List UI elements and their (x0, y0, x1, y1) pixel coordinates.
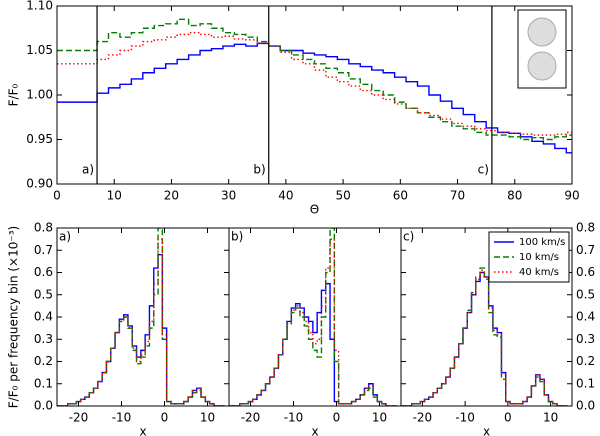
y-tick-label: 0.95 (26, 132, 53, 146)
y-tick-label: 0.4 (34, 310, 53, 324)
marker-label: c) (478, 163, 489, 177)
x-tick-label: 10 (200, 411, 215, 425)
series-line (401, 269, 568, 406)
y-tick-label: 0.8 (34, 221, 53, 235)
legend-label: 40 km/s (519, 267, 559, 278)
x-axis-label: x (483, 425, 490, 436)
x-tick-label: 60 (393, 189, 408, 203)
x-tick-label: 10 (372, 411, 387, 425)
x-axis-label: x (311, 425, 318, 436)
legend-box (488, 231, 570, 283)
y-tick-label: 0.2 (576, 354, 595, 368)
panel-label: a) (59, 230, 71, 244)
panel-label: b) (231, 230, 243, 244)
y-tick-label: 0.6 (576, 265, 595, 279)
x-tick-label: 90 (564, 189, 579, 203)
y-tick-label: 0.6 (34, 265, 53, 279)
y-tick-label: 0.3 (34, 332, 53, 346)
x-tick-label: -20 (69, 411, 89, 425)
x-tick-label: -20 (241, 411, 261, 425)
y-tick-label: 0.7 (576, 243, 595, 257)
y-tick-label: 0.2 (34, 354, 53, 368)
y-tick-label: 0.90 (26, 177, 53, 191)
y-tick-label: 1.05 (26, 43, 53, 57)
x-tick-label: 0 (53, 189, 61, 203)
plot-frame (56, 5, 573, 185)
y-tick-label: 0.1 (34, 376, 53, 390)
series-line (401, 267, 568, 406)
series-line (57, 254, 225, 406)
x-tick-label: 0 (161, 411, 169, 425)
plot-frame (400, 227, 573, 407)
inset-icon (517, 9, 567, 89)
y-tick-label: 0.0 (576, 399, 595, 413)
plot-frame (228, 227, 402, 407)
x-tick-label: 50 (335, 189, 350, 203)
x-tick-label: 20 (164, 189, 179, 203)
series-line (57, 42, 572, 154)
marker-label: a) (82, 163, 94, 177)
x-tick-label: -10 (455, 411, 475, 425)
series-line (401, 271, 568, 406)
y-tick-label: 1.00 (26, 88, 53, 102)
series-line (57, 18, 572, 141)
x-tick-label: 80 (507, 189, 522, 203)
x-tick-label: 30 (221, 189, 236, 203)
marker-label: b) (253, 163, 265, 177)
x-tick-label: -10 (112, 411, 132, 425)
inset-shape (527, 51, 557, 81)
x-axis-label: Θ (310, 203, 319, 217)
y-tick-label: 0.1 (576, 376, 595, 390)
legend-label: 10 km/s (519, 252, 559, 263)
x-axis-label: x (139, 425, 146, 436)
x-tick-label: 10 (543, 411, 558, 425)
x-tick-label: -10 (284, 411, 304, 425)
series-line (57, 228, 225, 406)
x-tick-label: -20 (413, 411, 433, 425)
series-line (57, 238, 225, 406)
x-tick-label: 70 (450, 189, 465, 203)
y-tick-label: 1.10 (26, 0, 53, 13)
y-tick-label: 0.4 (576, 310, 595, 324)
y-tick-label: 0.8 (576, 221, 595, 235)
y-tick-label: 0.7 (34, 243, 53, 257)
y-axis-label: F/F₀ per frequency bin (×10⁻³) (7, 226, 21, 408)
y-tick-label: 0.0 (34, 399, 53, 413)
y-tick-label: 0.5 (576, 287, 595, 301)
y-axis-label: F/F₀ (7, 83, 21, 106)
x-tick-label: 10 (107, 189, 122, 203)
series-line (229, 228, 397, 406)
series-line (57, 32, 572, 136)
x-tick-label: 0 (333, 411, 341, 425)
panel-label: c) (403, 230, 414, 244)
inset-shape (527, 17, 557, 47)
x-tick-label: 0 (504, 411, 512, 425)
x-tick-label: 40 (278, 189, 293, 203)
plot-frame (56, 227, 230, 407)
y-tick-label: 0.5 (34, 287, 53, 301)
legend-label: 100 km/s (519, 237, 565, 248)
y-tick-label: 0.3 (576, 332, 595, 346)
